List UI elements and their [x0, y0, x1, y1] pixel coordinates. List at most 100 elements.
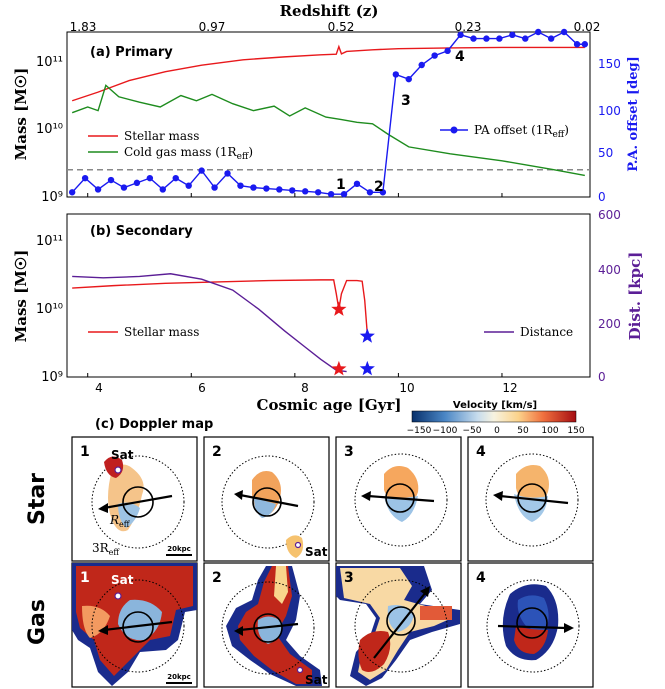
- gas-velocity-map: [514, 626, 548, 654]
- x-tick-label: 12: [502, 381, 517, 395]
- panel-number-gas-4: 4: [476, 570, 486, 586]
- point-label-4: 4: [455, 49, 465, 65]
- colorbar-tick: −50: [463, 426, 482, 436]
- pa-offset-point: [379, 189, 387, 196]
- panel-b-ytick: 10⁹: [41, 370, 63, 385]
- scale-label: 20kpc: [167, 673, 191, 681]
- panel-a-ylabel: Mass [M☉]: [12, 68, 30, 161]
- cold-gas-mass-line: [71, 84, 585, 177]
- panel-a-y2tick: 100: [598, 104, 621, 118]
- doppler-gas-3: 3: [335, 562, 462, 688]
- gas-velocity-map-approaching: [257, 616, 282, 644]
- stellar-mass-line: [71, 44, 585, 102]
- pa-offset-point: [198, 167, 205, 174]
- legend-pa-marker: [450, 126, 458, 134]
- pa-arrow: [239, 493, 299, 508]
- reff-label: Reff: [109, 513, 131, 529]
- arrow-head: [564, 623, 574, 633]
- pa-offset-point: [444, 47, 451, 55]
- panel-b-frame: [66, 213, 591, 378]
- pa-arrow: [239, 622, 299, 632]
- pa-offset-point: [340, 190, 348, 198]
- gas-velocity-map: [358, 631, 391, 672]
- satellite-marker: [294, 541, 302, 549]
- panel-b-y2label: Dist. [kpc]: [626, 252, 644, 341]
- pa-offset-point: [431, 52, 438, 59]
- gas-velocity-map-approaching: [387, 605, 414, 632]
- panel-b-y2tick: 400: [598, 263, 621, 277]
- secondary-stellar-mass-line: [72, 279, 369, 335]
- panel-a-legend: Stellar mass Cold gas mass (1Reff) PA of…: [88, 123, 569, 162]
- pa-offset-point: [301, 188, 309, 195]
- row-label-star: Star: [25, 473, 50, 525]
- panel-number-star-2: 2: [212, 444, 222, 460]
- pa-arrow: [497, 624, 567, 630]
- doppler-gas-2: 2 Sat: [203, 562, 330, 688]
- reff-circle: [386, 606, 416, 636]
- gas-velocity-map-mid: [82, 605, 110, 638]
- satellite-marker: [114, 466, 122, 474]
- panel-b-plot-area: [72, 273, 369, 373]
- pa-offset-point: [470, 35, 477, 42]
- pa-offset-point: [366, 189, 374, 196]
- arrow-head: [493, 491, 503, 501]
- pa-offset-point: [250, 184, 257, 191]
- panel-a-ytick: 10¹¹: [36, 55, 63, 70]
- star-velocity-map: [384, 466, 419, 506]
- legend-stellar-label: Stellar mass: [124, 129, 199, 143]
- sat-label: Sat: [111, 448, 134, 462]
- colorbar-tick: 0: [494, 426, 500, 436]
- gas-velocity-map-mid: [274, 566, 288, 604]
- bottom-axis-label: Cosmic age [Gyr]: [257, 396, 402, 414]
- pa-offset-point: [263, 185, 270, 192]
- arrow-head: [98, 503, 108, 513]
- panel-a-title: (a) Primary: [90, 45, 173, 60]
- pa-offset-point: [353, 180, 361, 187]
- star-velocity-map-approaching: [118, 502, 140, 528]
- satellite-velocity-blob: [286, 535, 304, 558]
- scale-label: 20kpc: [167, 545, 191, 553]
- colorbar-tick: 100: [541, 426, 558, 436]
- arrow-head: [361, 491, 371, 501]
- doppler-star-1: 1 Sat Reff 3Reff 20kpc: [71, 436, 198, 562]
- pa-offset-point: [560, 28, 568, 36]
- star-velocity-map-approaching: [384, 496, 418, 522]
- panel-a: (a) Primary Mass [M☉] P.A. offset [deg] …: [12, 28, 641, 205]
- pa-offset-point: [405, 75, 412, 83]
- pa-offset-point: [185, 182, 192, 189]
- pa-offset-point: [496, 35, 503, 42]
- colorbar-tick: −100: [433, 426, 458, 436]
- distance-line: [72, 273, 347, 373]
- colorbar: Velocity [km/s] −150 −100 −50 0 50 100 1…: [407, 400, 585, 436]
- pa-offset-point: [159, 186, 166, 193]
- gas-velocity-map-approaching: [118, 599, 162, 641]
- pa-offset-point: [120, 184, 128, 191]
- panel-b-y2tick: 200: [598, 317, 621, 331]
- pa-offset-point: [68, 189, 76, 196]
- colorbar-label: Velocity [km/s]: [453, 400, 537, 411]
- x-tick-label: 8: [301, 381, 309, 395]
- star-marker: [331, 301, 347, 316]
- x-tick-label: 10: [399, 381, 414, 395]
- colorbar-tick: 50: [517, 426, 529, 436]
- panel-a-ytick: 10⁹: [41, 190, 63, 205]
- point-label-1: 1: [336, 177, 346, 193]
- three-reff-label: 3Reff: [92, 541, 120, 557]
- panel-number-gas-1: 1: [80, 570, 90, 586]
- sat-label: Sat: [111, 573, 134, 587]
- pa-offset-point: [211, 184, 218, 191]
- arrow-head: [420, 586, 430, 597]
- doppler-gas-4: 4: [467, 562, 594, 688]
- satellite-marker: [296, 666, 304, 674]
- bottom-axis: 4 6 8 10 12 Cosmic age [Gyr]: [95, 381, 517, 414]
- panel-number-star-1: 1: [80, 444, 90, 460]
- panel-c-title: (c) Doppler map: [95, 417, 213, 432]
- pa-arrow: [373, 591, 427, 659]
- pa-offset-point: [81, 174, 89, 182]
- panel-a-frame: [66, 31, 591, 198]
- legend-b-stellar-label: Stellar mass: [124, 325, 199, 339]
- doppler-star-4: 4: [467, 436, 594, 562]
- pa-offset-point: [418, 61, 425, 69]
- pa-offset-point: [237, 182, 244, 189]
- legend-b-distance-label: Distance: [520, 325, 573, 339]
